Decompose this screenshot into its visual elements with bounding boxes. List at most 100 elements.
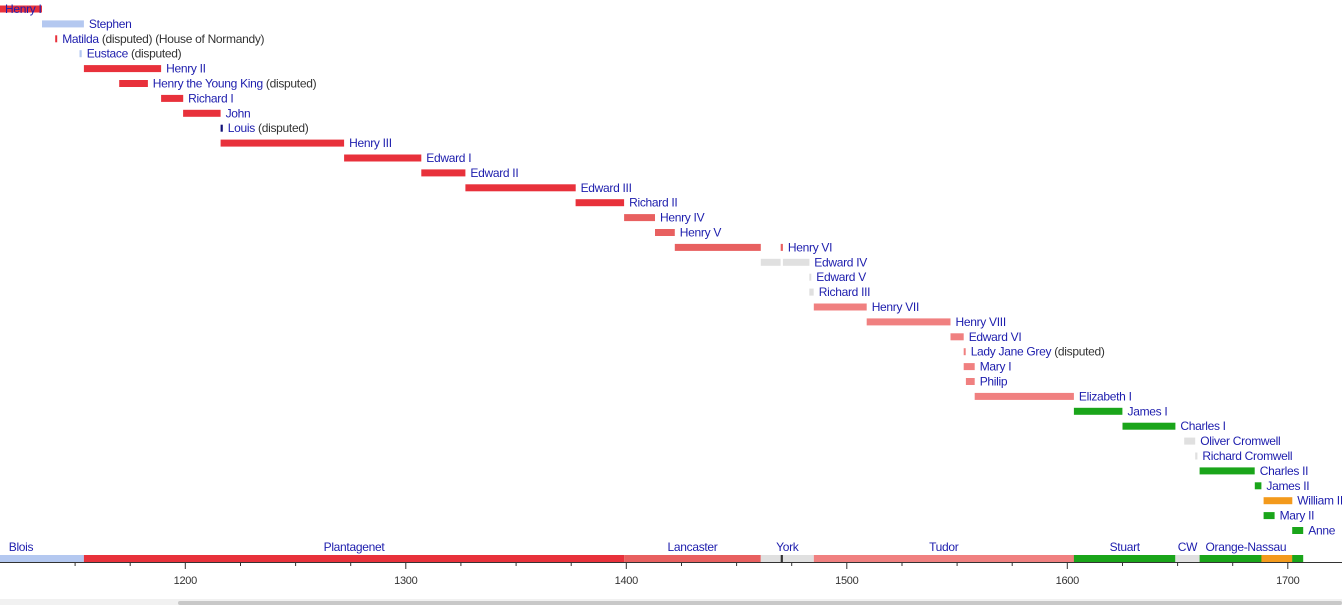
house-band-lancaster <box>624 555 761 562</box>
reign-bar-richard-i <box>161 94 184 102</box>
reign-label-charles-i[interactable]: Charles I <box>1180 419 1226 433</box>
reign-label-henry-ii[interactable]: Henry II <box>166 62 206 76</box>
reign-bar-edward-v <box>809 273 812 281</box>
reign-label-anne[interactable]: Anne <box>1308 524 1336 538</box>
reign-label-henry-vii[interactable]: Henry VII <box>872 300 920 314</box>
reign-label-edward-iii[interactable]: Edward III <box>581 181 632 195</box>
house-label-orange-nassau[interactable]: Orange-Nassau <box>1205 540 1286 554</box>
reign-label-stephen[interactable]: Stephen <box>89 17 132 31</box>
house-band-marker-2 <box>1261 555 1293 562</box>
x-tick-label-1200: 1200 <box>174 575 197 587</box>
reign-bar-john <box>183 109 221 117</box>
reign-bar-edward-iii <box>465 184 576 192</box>
reign-label-richard-i[interactable]: Richard I <box>188 91 234 105</box>
reign-bar-eustace <box>79 50 82 58</box>
reign-label-richard-cromwell[interactable]: Richard Cromwell <box>1202 449 1292 463</box>
x-tick-label-1600: 1600 <box>1056 575 1079 587</box>
reign-bar-james-ii <box>1254 482 1262 490</box>
reign-label-philip[interactable]: Philip <box>980 375 1008 389</box>
reign-bar-james-i <box>1073 407 1123 415</box>
house-band-stuart <box>1073 555 1176 562</box>
house-label-lancaster[interactable]: Lancaster <box>668 540 719 554</box>
reign-bar-henry-i <box>0 5 42 13</box>
reign-bar-richard-cromwell <box>1195 452 1198 460</box>
reign-label-mary-i[interactable]: Mary I <box>980 360 1012 374</box>
reign-label-james-ii[interactable]: James II <box>1266 479 1309 493</box>
reign-bar-william-iii <box>1263 497 1293 505</box>
reign-bar-henry-iv <box>624 214 655 222</box>
reign-bar-stephen <box>42 20 84 28</box>
reign-label-mary-ii[interactable]: Mary II <box>1280 509 1315 523</box>
reign-label-edward-vi[interactable]: Edward VI <box>969 330 1022 344</box>
house-label-blois[interactable]: Blois <box>9 540 34 554</box>
reign-bar-edward-i <box>344 154 422 162</box>
reign-bar-philip <box>965 378 975 385</box>
x-axis: 1200 1300 1400 1500 1600 1700 <box>0 562 1342 587</box>
reign-bar-charles-i <box>1122 422 1176 430</box>
reign-label-henry-viii[interactable]: Henry VIII <box>956 315 1007 329</box>
house-label-plantagenet[interactable]: Plantagenet <box>324 540 386 554</box>
reign-bar-henry-v <box>655 229 675 236</box>
reign-label-lady-jane-grey[interactable]: Lady Jane Grey (disputed) <box>971 345 1106 359</box>
x-tick-label-1300: 1300 <box>394 575 417 587</box>
reign-bar-henry-vii <box>813 303 867 311</box>
house-band-tudor <box>813 555 1074 562</box>
reign-bar-henry-the-young-king <box>119 80 148 87</box>
reign-bar-charles-ii <box>1199 467 1255 475</box>
reign-label-henry-vi[interactable]: Henry VI <box>788 240 833 254</box>
reign-label-edward-i[interactable]: Edward I <box>426 151 471 165</box>
reign-bar-edward-ii <box>421 169 466 177</box>
house-label-york[interactable]: York <box>776 540 800 554</box>
reign-label-edward-iv[interactable]: Edward IV <box>814 255 867 269</box>
house-label-tudor[interactable]: Tudor <box>929 540 959 554</box>
reign-label-richard-ii[interactable]: Richard II <box>629 196 678 210</box>
reign-label-edward-v[interactable]: Edward V <box>816 270 866 284</box>
reign-bar-mary-ii <box>1263 512 1275 520</box>
reign-bar-richard-iii <box>809 288 814 296</box>
house-label-cw[interactable]: CW <box>1178 540 1199 554</box>
reign-label-edward-ii[interactable]: Edward II <box>470 166 518 180</box>
reign-label-richard-iii[interactable]: Richard III <box>819 285 871 299</box>
reign-label-eustace[interactable]: Eustace (disputed) <box>87 47 182 61</box>
reign-label-james-i[interactable]: James I <box>1128 404 1168 418</box>
reign-label-louis[interactable]: Louis (disputed) <box>228 121 309 135</box>
reign-label-william-iii[interactable]: William III <box>1297 494 1342 508</box>
house-band-orange-nassau <box>1199 555 1293 562</box>
reign-label-henry-iii[interactable]: Henry III <box>349 136 392 150</box>
house-label-stuart[interactable]: Stuart <box>1110 540 1141 554</box>
house-band: Blois Plantagenet Lancaster York Tudor Stuart… <box>0 540 1304 562</box>
reign-label-henry-i[interactable]: Henry I <box>5 2 42 16</box>
reign-bar-richard-ii <box>575 199 625 207</box>
reign-bar-edward-iv-1 <box>760 258 781 266</box>
scrollbar-thumb[interactable] <box>178 601 1342 605</box>
reign-label-matilda[interactable]: Matilda (disputed) (House of Normandy) <box>62 32 265 46</box>
reign-bar-oliver-cromwell <box>1184 437 1196 445</box>
reign-bar-elizabeth-i <box>974 392 1074 400</box>
house-band-marker-1 <box>780 555 783 562</box>
reign-label-henry-the-young-king[interactable]: Henry the Young King (disputed) <box>153 77 317 91</box>
x-tick-label-1400: 1400 <box>615 575 638 587</box>
x-tick-label-1700: 1700 <box>1276 575 1299 587</box>
reign-label-john[interactable]: John <box>226 106 251 120</box>
house-band-plantagenet <box>83 555 625 562</box>
house-band-marker-3 <box>1292 555 1304 562</box>
reign-label-henry-v[interactable]: Henry V <box>680 226 722 240</box>
reign-label-elizabeth-i[interactable]: Elizabeth I <box>1079 389 1132 403</box>
reign-bar-lady-jane-grey <box>963 348 966 356</box>
reign-bar-henry-viii <box>866 318 951 326</box>
house-band-cw <box>1175 555 1200 562</box>
reign-label-charles-ii[interactable]: Charles II <box>1260 464 1309 478</box>
reign-bar-anne <box>1292 527 1304 534</box>
reign-bar-louis <box>220 124 223 132</box>
x-tick-label-1500: 1500 <box>835 575 858 587</box>
reign-bar-henry-vi-2 <box>780 243 783 251</box>
reign-label-henry-iv[interactable]: Henry IV <box>660 211 705 225</box>
reign-bar-mary-i <box>963 363 975 371</box>
house-band-blois <box>0 555 84 562</box>
reign-label-oliver-cromwell[interactable]: Oliver Cromwell <box>1200 434 1280 448</box>
house-band-york <box>760 555 814 562</box>
reign-bar-henry-vi-1 <box>674 243 761 251</box>
reign-bar-henry-iii <box>220 139 345 147</box>
